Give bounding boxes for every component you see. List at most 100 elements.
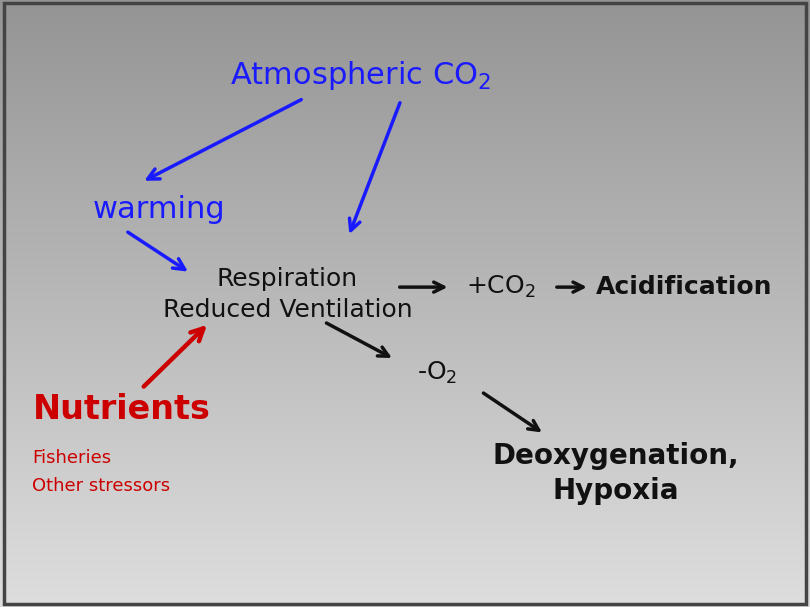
Bar [0,338,810,340]
Bar [0,251,810,253]
Bar [0,455,810,457]
Bar [0,184,810,186]
Bar [0,364,810,366]
Bar [0,186,810,188]
Bar [0,297,810,299]
Bar [0,101,810,103]
Bar [0,381,810,382]
Bar [0,26,810,29]
Bar [0,255,810,257]
Bar [0,188,810,190]
Bar [0,81,810,83]
Bar [0,350,810,352]
Bar [0,253,810,255]
Bar [0,55,810,56]
Bar [0,226,810,229]
Bar [0,581,810,583]
Bar [0,585,810,587]
Bar [0,304,810,305]
Bar [0,390,810,393]
Bar [0,148,810,150]
Bar [0,328,810,330]
Bar [0,182,810,184]
Bar [0,205,810,206]
Bar [0,103,810,105]
Bar [0,439,810,441]
Bar [0,451,810,453]
Bar [0,565,810,566]
Bar [0,105,810,107]
Bar [0,473,810,475]
Bar [0,413,810,415]
Bar [0,429,810,431]
Bar [0,10,810,12]
Bar [0,293,810,296]
Bar [0,502,810,504]
Bar [0,368,810,370]
Bar [0,402,810,405]
Bar [0,97,810,99]
Bar [0,447,810,449]
Bar [0,601,810,603]
Bar [0,352,810,354]
Bar [0,296,810,297]
Bar [0,20,810,22]
Bar [0,532,810,534]
Bar [0,384,810,387]
Bar [0,196,810,198]
Text: -O$_2$: -O$_2$ [417,360,458,387]
Bar [0,194,810,196]
Bar [0,220,810,223]
Bar [0,61,810,63]
Bar [0,261,810,263]
Bar [0,83,810,85]
Bar [0,492,810,493]
Bar [0,387,810,388]
Bar [0,6,810,8]
Bar [0,42,810,44]
Bar [0,320,810,322]
Bar [0,241,810,243]
Bar [0,486,810,487]
Bar [0,168,810,170]
Bar [0,49,810,50]
Bar [0,597,810,599]
Bar [0,463,810,466]
Bar [0,425,810,427]
Bar [0,409,810,411]
Bar [0,376,810,378]
Bar [0,348,810,350]
Bar [0,67,810,69]
Bar [0,518,810,520]
Bar [0,89,810,91]
Bar [0,245,810,247]
Bar [0,2,810,4]
Bar [0,235,810,237]
Bar [0,375,810,376]
Bar [0,591,810,593]
Bar [0,265,810,267]
Bar [0,512,810,514]
Bar [0,208,810,211]
Bar [0,504,810,506]
Bar [0,366,810,368]
Bar [0,75,810,77]
Bar [0,243,810,245]
Bar [0,180,810,182]
Bar [0,219,810,220]
Bar [0,263,810,265]
Bar [0,336,810,338]
Bar [0,423,810,425]
Bar [0,393,810,395]
Bar [0,340,810,342]
Bar [0,569,810,571]
Bar [0,411,810,413]
Bar [0,69,810,71]
Bar [0,87,810,89]
Bar [0,548,810,551]
Bar [0,30,810,32]
Bar [0,305,810,308]
Bar [0,8,810,10]
Bar [0,249,810,251]
Bar [0,453,810,455]
